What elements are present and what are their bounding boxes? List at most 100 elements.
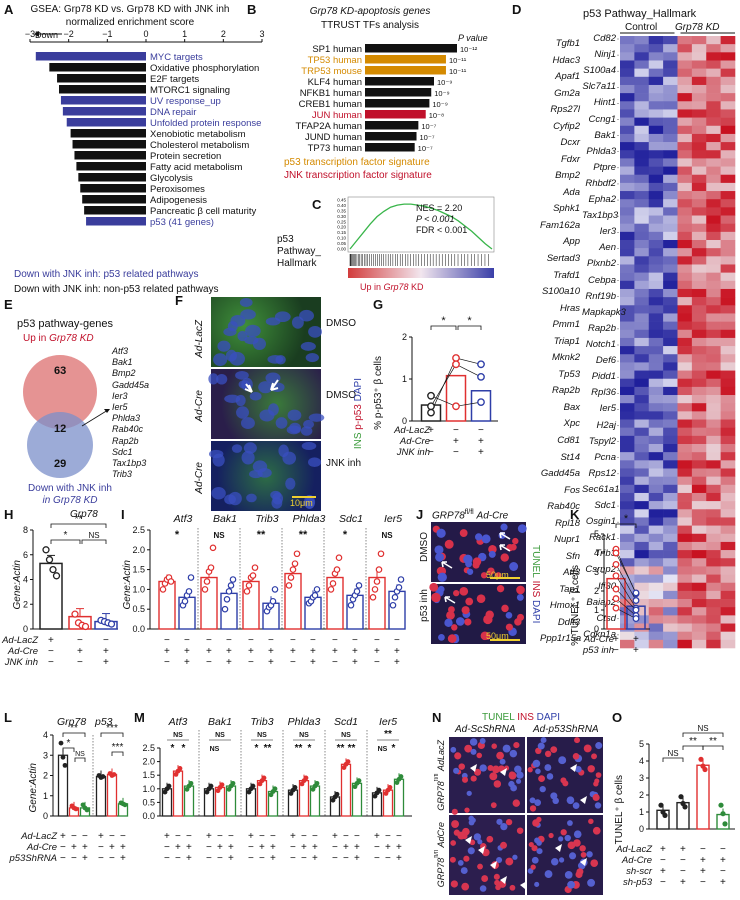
panel-d-cell	[620, 182, 635, 192]
panel-n-col1: Ad-ScShRNA	[455, 724, 516, 735]
panel-n-nucleus	[453, 829, 460, 836]
panel-i-point	[187, 574, 195, 581]
panel-d-cell	[663, 174, 678, 184]
panel-i-point	[221, 605, 229, 613]
panel-d-cell	[620, 231, 635, 241]
panel-d-cell	[663, 492, 678, 502]
panel-d-cell	[720, 117, 736, 127]
panel-j-nucleus	[509, 562, 519, 571]
panel-d-cell	[648, 411, 664, 420]
panel-m-mark: −	[248, 842, 254, 853]
panel-d-cell	[691, 411, 707, 420]
panel-i-point	[185, 588, 193, 595]
panel-n-nucleus	[516, 771, 524, 779]
panel-e-n-up: 63	[54, 365, 67, 377]
panel-b-bar-label-3: KLF4 human	[308, 77, 362, 88]
panel-n-arrowhead-10	[520, 881, 527, 889]
panel-d-cell	[720, 133, 736, 143]
panel-d-cell	[663, 541, 678, 551]
panel-n-nucleus	[460, 867, 468, 875]
panel-d-cell	[720, 166, 736, 176]
panel-d-cell	[677, 199, 693, 208]
panel-d-cell	[677, 191, 693, 200]
panel-d-cell	[720, 386, 736, 396]
panel-f-nucleus	[224, 394, 241, 403]
panel-m-point	[261, 775, 267, 781]
panel-b-bar-5	[365, 99, 430, 108]
panel-o-sig-1-label: NS	[667, 749, 678, 758]
panel-e-arrow-head	[104, 409, 110, 413]
panel-c-label-3: Hallmark	[277, 258, 317, 269]
panel-k-point	[612, 604, 620, 612]
panel-d-cell	[648, 639, 664, 649]
panel-d-cell	[648, 280, 664, 290]
panel-k-point	[632, 589, 640, 597]
panel-m-point	[188, 780, 194, 786]
panel-d-cell	[706, 52, 721, 61]
panel-n-arrowhead-5	[478, 846, 485, 854]
panel-a-title: GSEA: Grp78 KD vs. Grp78 KD with JNK inh	[30, 4, 230, 15]
panel-d-cell	[620, 76, 635, 86]
panel-n-nucleus	[572, 802, 580, 809]
panel-d-cell	[620, 329, 635, 339]
panel-i-mark: −	[206, 635, 212, 646]
panel-d-cell	[620, 533, 635, 543]
panel-o-point	[722, 821, 728, 827]
panel-a-bar-label-9: Protein secretion	[150, 151, 221, 162]
panel-i-point	[347, 601, 355, 609]
panel-m-mark: −	[164, 842, 170, 853]
panel-m-mark: +	[270, 842, 276, 853]
panel-d-gene-right: Rpl36	[591, 387, 616, 399]
panel-m-sig-left-5: NS	[378, 746, 388, 753]
panel-f-nucleus	[243, 442, 257, 454]
panel-o-point	[702, 766, 708, 773]
panel-n-nucleus	[531, 856, 539, 864]
panel-d-cell	[634, 68, 650, 78]
panel-n-nucleus	[583, 744, 592, 753]
panel-d-gene-left: Sphk1	[553, 203, 580, 215]
panel-d-cell	[706, 93, 721, 102]
panel-d-cell	[663, 272, 678, 282]
panel-d-cell	[620, 403, 635, 412]
panel-d-cell	[691, 313, 707, 322]
panel-m-mark: +	[259, 842, 265, 853]
panel-d-cell	[620, 272, 635, 282]
panel-d-cell	[620, 150, 635, 159]
panel-d-cell	[634, 411, 650, 420]
panel-i-point	[159, 586, 167, 593]
panel-i-ytick-label-0: 0.0	[132, 624, 145, 634]
panel-d-cell	[634, 207, 650, 216]
panel-i-point	[391, 594, 399, 601]
panel-d-cell	[620, 354, 635, 363]
panel-f-nucleus	[229, 351, 245, 366]
panel-d-cell	[634, 36, 650, 45]
panel-d-cell	[691, 501, 707, 510]
panel-d-cell	[706, 142, 721, 151]
panel-d-cell	[648, 566, 664, 575]
panel-d-cell	[706, 272, 721, 282]
panel-d-cell	[691, 370, 707, 380]
panel-n-nucleus	[528, 841, 534, 848]
panel-d-cell	[663, 403, 678, 412]
panel-d-cell	[720, 52, 736, 61]
panel-j-nucleus	[480, 572, 488, 579]
panel-d-cell	[648, 321, 664, 331]
panel-f-nucleus	[301, 442, 317, 451]
panel-d-cell	[634, 76, 650, 86]
panel-d-gene-right: Rhbdf2	[585, 177, 616, 189]
panel-o-ytick-label-2: 2	[639, 790, 644, 800]
panel-letter-e: E	[4, 297, 13, 312]
panel-m-mark: +	[396, 853, 402, 864]
panel-d-cell	[634, 468, 650, 477]
panel-a-bar-9	[74, 151, 146, 160]
panel-g-mark: +	[428, 425, 434, 436]
panel-d-cell	[620, 492, 635, 502]
panel-d-cell	[720, 550, 736, 559]
panel-d-cell	[634, 182, 650, 192]
panel-d-cell	[620, 337, 635, 347]
panel-i-mark: +	[184, 646, 190, 657]
panel-l-point	[122, 802, 128, 808]
panel-d-cell	[677, 541, 693, 551]
panel-o-mark: +	[660, 844, 666, 855]
